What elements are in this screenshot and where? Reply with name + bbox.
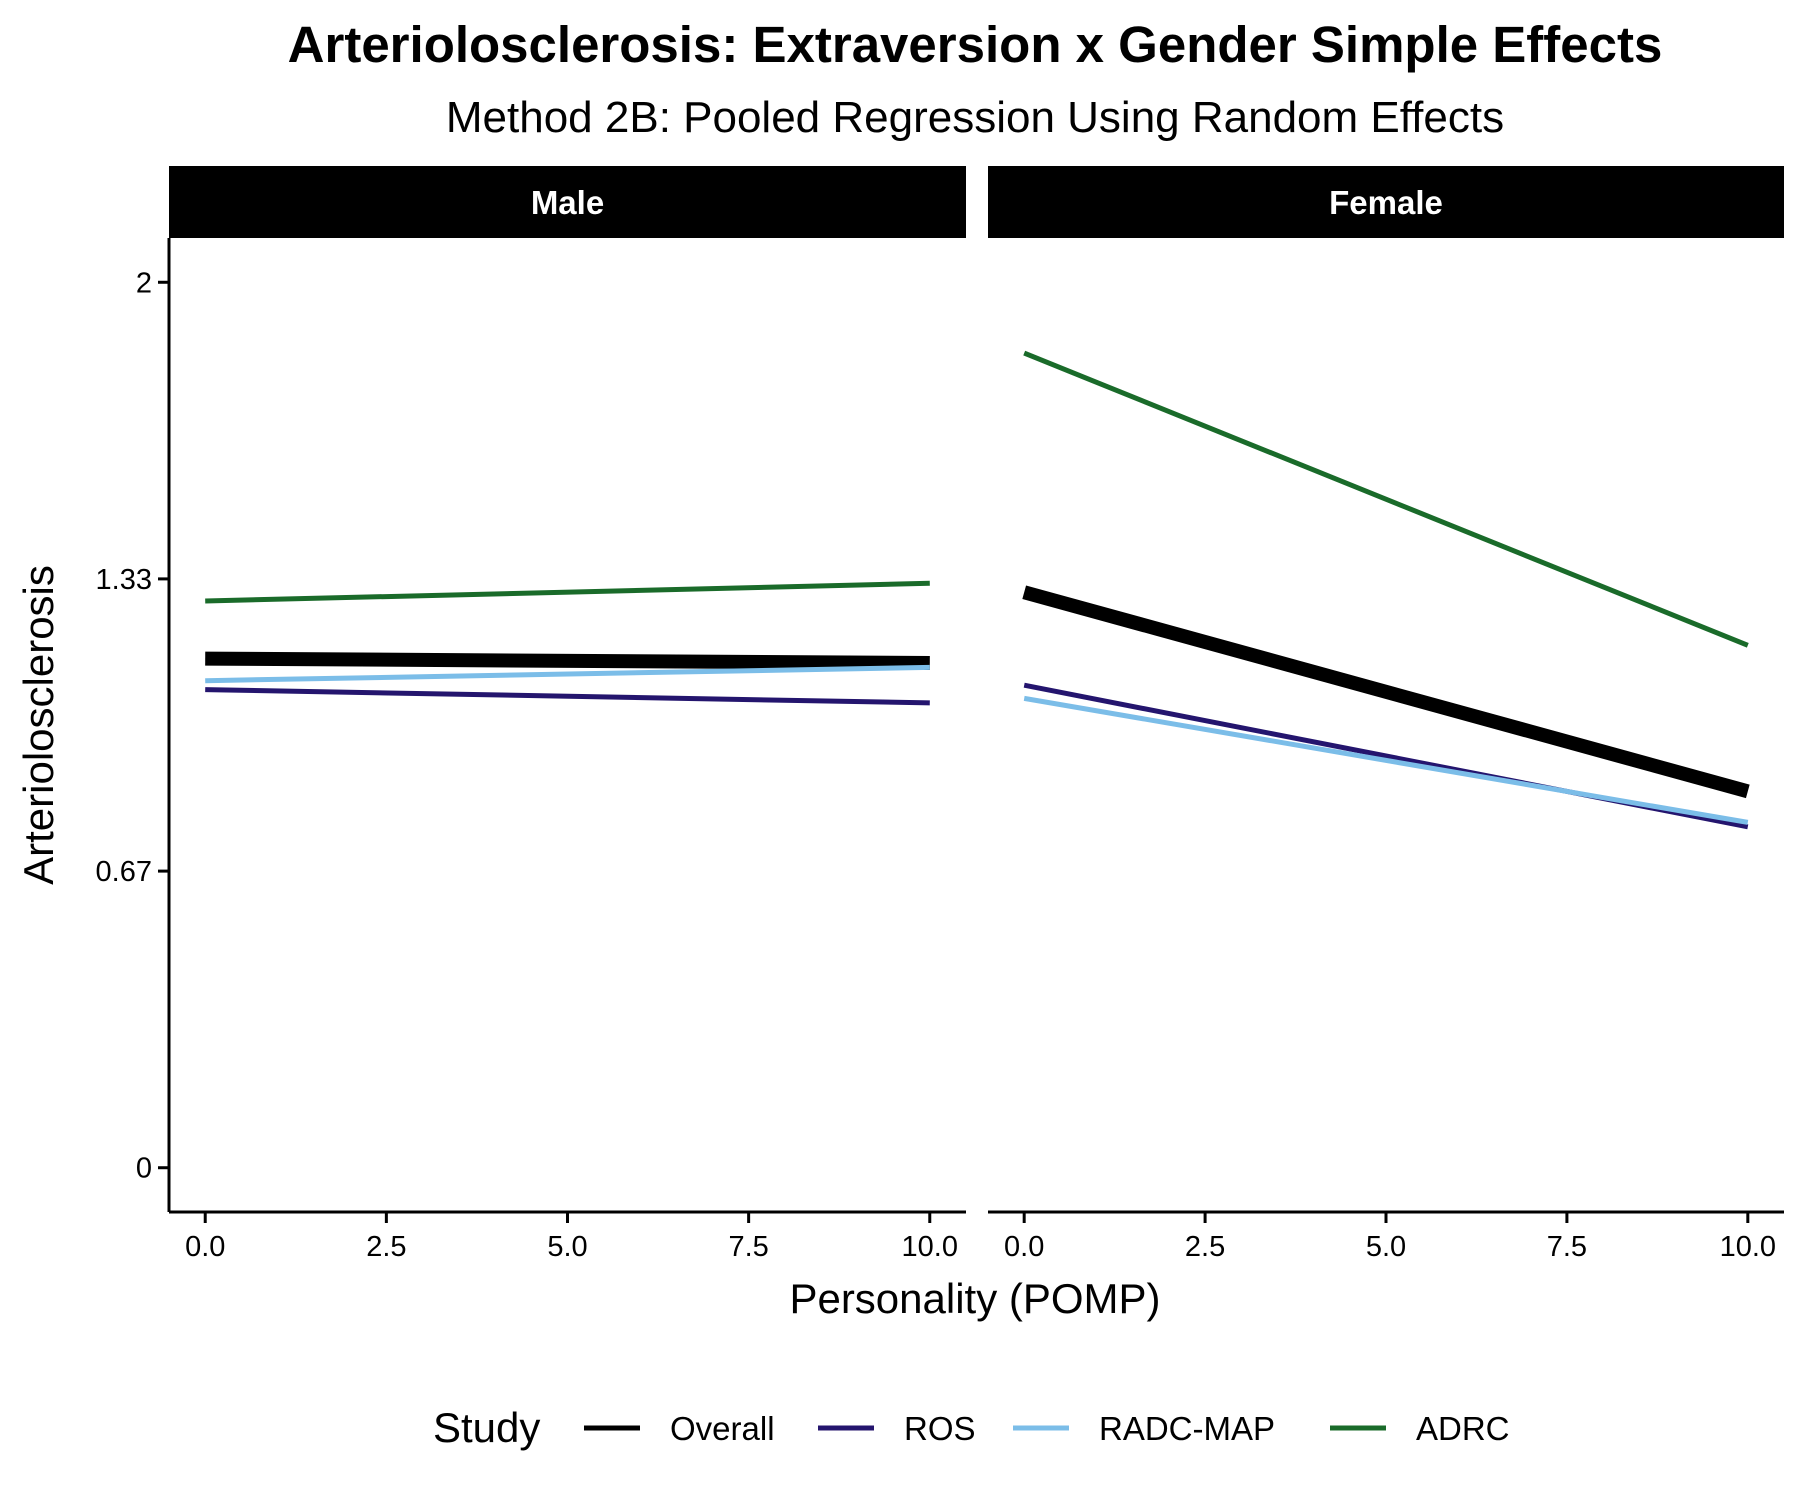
legend: Study Overall ROS RADC-MAP ADRC xyxy=(433,1404,1510,1451)
strip-label-male: Male xyxy=(531,184,604,221)
x-tick-label: 7.5 xyxy=(1547,1231,1587,1263)
series-line-adrc xyxy=(205,580,930,604)
chart-title: Arteriolosclerosis: Extraversion x Gende… xyxy=(288,16,1663,73)
x-axis-title: Personality (POMP) xyxy=(789,1275,1160,1322)
series-layer-male xyxy=(205,580,930,706)
legend-label: Overall xyxy=(670,1410,775,1447)
series-line-ros xyxy=(205,687,930,706)
x-tick-label: 5.0 xyxy=(1366,1231,1406,1263)
series-line-overall xyxy=(1022,585,1750,799)
strip-female xyxy=(988,166,1784,238)
y-tick-label: 2 xyxy=(136,267,152,299)
legend-title: Study xyxy=(433,1404,540,1451)
legend-label: ROS xyxy=(904,1410,976,1447)
x-tick-label: 2.5 xyxy=(1185,1231,1225,1263)
y-axis-title: Arteriolosclerosis xyxy=(15,565,62,885)
panel-male: Male 0.0 2.5 5.0 7.5 10.0 xyxy=(169,166,966,1263)
x-tick-label: 10.0 xyxy=(1720,1231,1776,1263)
y-tick-label: 0 xyxy=(136,1153,152,1185)
strip-label-female: Female xyxy=(1329,184,1443,221)
y-tick-label: 1.33 xyxy=(96,564,152,596)
series-line-overall xyxy=(205,651,930,670)
y-axis: 0 0.67 1.33 2 xyxy=(96,238,171,1212)
x-axis-male: 0.0 2.5 5.0 7.5 10.0 xyxy=(169,1210,966,1263)
strip-male xyxy=(169,166,966,238)
x-tick-label: 0.0 xyxy=(1004,1231,1044,1263)
series-line-adrc xyxy=(1023,350,1749,648)
x-tick-label: 10.0 xyxy=(902,1231,958,1263)
x-axis-female: 0.0 2.5 5.0 7.5 10.0 xyxy=(988,1210,1784,1263)
panel-female: Female 0.0 2.5 5.0 7.5 10.0 xyxy=(988,166,1784,1263)
series-line-radc-map xyxy=(1023,695,1749,825)
x-tick-label: 5.0 xyxy=(547,1231,587,1263)
legend-label: ADRC xyxy=(1416,1410,1510,1447)
chart-subtitle: Method 2B: Pooled Regression Using Rando… xyxy=(446,93,1504,142)
x-tick-label: 2.5 xyxy=(366,1231,406,1263)
x-tick-label: 0.0 xyxy=(185,1231,225,1263)
y-tick-label: 0.67 xyxy=(96,856,152,888)
series-line-radc-map xyxy=(205,664,930,684)
x-tick-label: 7.5 xyxy=(728,1231,768,1263)
legend-label: RADC-MAP xyxy=(1099,1410,1275,1447)
series-layer-female xyxy=(1022,350,1750,830)
